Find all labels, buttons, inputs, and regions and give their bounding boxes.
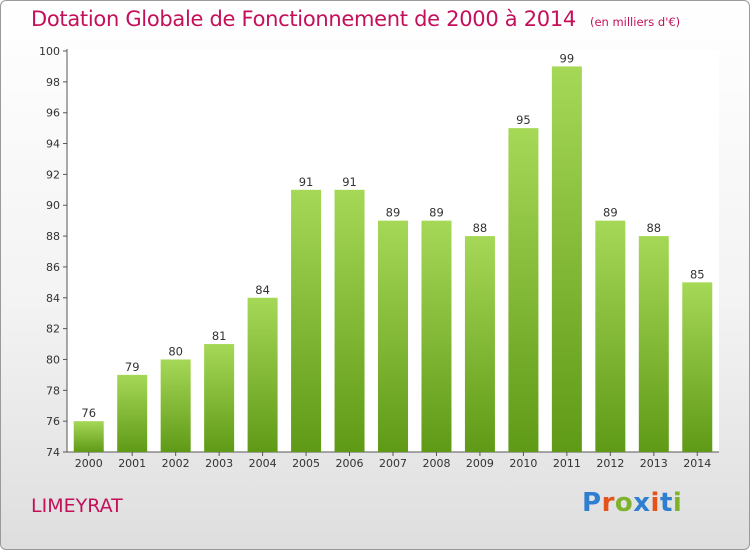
- data-label-2002: 80: [168, 344, 183, 358]
- y-tick-label-94: 94: [46, 138, 60, 151]
- bar-2007: [378, 220, 408, 452]
- x-tick-label-2005: 2005: [292, 457, 320, 470]
- y-tick-label-92: 92: [46, 168, 60, 181]
- data-label-2009: 88: [473, 221, 488, 235]
- x-tick-label-2012: 2012: [596, 457, 624, 470]
- data-label-2003: 81: [212, 329, 227, 343]
- data-label-2004: 84: [255, 283, 270, 297]
- y-tick-label-84: 84: [46, 292, 60, 305]
- logo-letter: o: [614, 488, 634, 518]
- x-tick-label-2004: 2004: [249, 457, 277, 470]
- x-tick-label-2014: 2014: [683, 457, 711, 470]
- bar-2006: [334, 189, 365, 453]
- y-tick-label-80: 80: [46, 353, 60, 366]
- x-tick-label-2001: 2001: [118, 457, 146, 470]
- data-label-2001: 79: [125, 360, 140, 374]
- y-tick-label-88: 88: [46, 230, 60, 243]
- y-tick-label-82: 82: [46, 323, 60, 336]
- data-label-2013: 88: [646, 221, 661, 235]
- commune-name: LIMEYRAT: [31, 495, 123, 517]
- logo-letter: r: [601, 488, 615, 518]
- chart-title-text: Dotation Globale de Fonctionnement de 20…: [31, 7, 576, 31]
- bar-2004: [247, 297, 278, 452]
- data-label-2007: 89: [386, 206, 401, 220]
- x-tick-label-2003: 2003: [205, 457, 233, 470]
- data-label-2010: 95: [516, 113, 531, 127]
- data-label-2012: 89: [603, 206, 618, 220]
- logo-letter: x: [633, 488, 651, 518]
- data-label-2008: 89: [429, 206, 444, 220]
- bar-2003: [204, 344, 235, 452]
- x-tick-label-2006: 2006: [336, 457, 364, 470]
- data-label-2005: 91: [299, 175, 314, 189]
- bar-2013: [638, 236, 669, 452]
- bar-2010: [508, 128, 539, 452]
- logo-letter: P: [582, 488, 602, 518]
- x-tick-label-2010: 2010: [509, 457, 537, 470]
- y-tick-label-76: 76: [46, 415, 60, 428]
- data-label-2014: 85: [690, 267, 705, 281]
- x-tick-label-2009: 2009: [466, 457, 494, 470]
- bar-2008: [421, 220, 452, 452]
- bar-2012: [595, 220, 626, 452]
- x-tick-label-2000: 2000: [75, 457, 103, 470]
- y-tick-label-74: 74: [46, 446, 60, 459]
- data-label-2000: 76: [81, 406, 96, 420]
- data-label-2011: 99: [560, 51, 575, 65]
- bar-2002: [160, 359, 191, 452]
- data-label-2006: 91: [342, 175, 357, 189]
- bar-2011: [551, 66, 582, 452]
- x-tick-label-2008: 2008: [422, 457, 450, 470]
- logo-letter: i: [672, 488, 683, 518]
- y-tick-label-98: 98: [46, 76, 60, 89]
- bar-2014: [682, 282, 713, 452]
- chart-title: Dotation Globale de Fonctionnement de 20…: [31, 7, 680, 31]
- proxiti-logo: Proxiti: [582, 488, 682, 518]
- y-tick-label-96: 96: [46, 107, 60, 120]
- y-tick-label-86: 86: [46, 261, 60, 274]
- y-tick-label-100: 100: [39, 45, 60, 58]
- bar-2001: [117, 374, 148, 452]
- logo-letter: t: [659, 488, 673, 518]
- x-tick-label-2002: 2002: [162, 457, 190, 470]
- bar-2009: [464, 236, 495, 452]
- x-tick-label-2007: 2007: [379, 457, 407, 470]
- y-tick-label-78: 78: [46, 384, 60, 397]
- bar-2000: [73, 421, 104, 452]
- y-tick-label-90: 90: [46, 199, 60, 212]
- x-tick-label-2013: 2013: [640, 457, 668, 470]
- chart-unit: (en milliers d'€): [589, 15, 681, 29]
- x-tick-label-2011: 2011: [553, 457, 581, 470]
- bar-2005: [291, 189, 322, 453]
- logo-letter: i: [650, 488, 660, 518]
